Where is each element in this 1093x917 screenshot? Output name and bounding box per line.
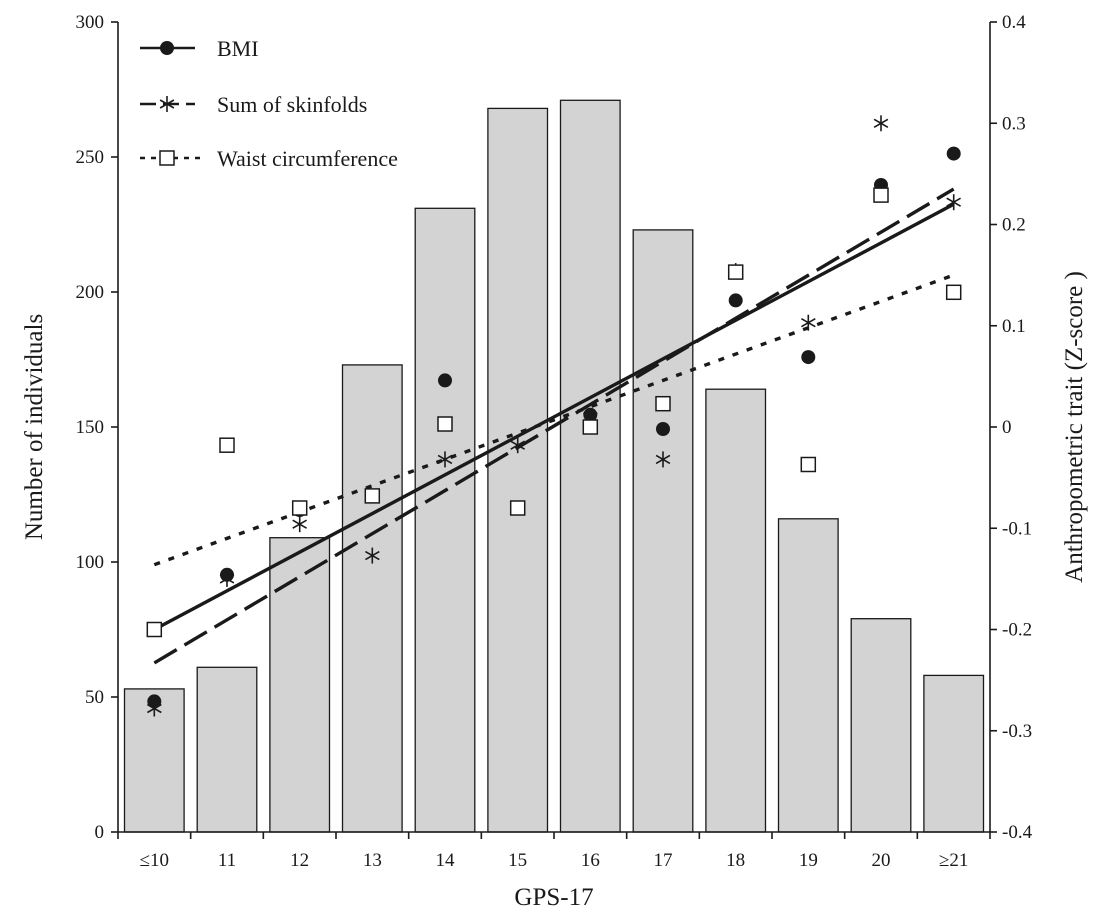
- trend-line: [153, 187, 955, 665]
- right-tick-label: 0.1: [1002, 316, 1026, 337]
- x-tick-label: 19: [799, 850, 818, 871]
- right-tick-label: 0.3: [1002, 113, 1026, 134]
- asterisk-marker: [655, 451, 671, 468]
- left-tick-label: 150: [76, 417, 105, 438]
- asterisk-marker: [946, 194, 961, 211]
- circle-marker: [946, 146, 961, 161]
- square-marker: [437, 416, 453, 432]
- legend-item-waist-circumference: Waist circumference: [140, 146, 398, 171]
- x-tick-label: ≤10: [140, 850, 169, 871]
- bar: [777, 518, 839, 833]
- circle-marker: [438, 373, 452, 388]
- left-axis-title: Number of individuals: [21, 314, 48, 540]
- legend-asterisk-marker: [159, 96, 175, 112]
- square-marker: [291, 500, 308, 516]
- bar: [559, 99, 621, 833]
- bar: [487, 107, 549, 833]
- x-tick-label: 20: [872, 850, 891, 871]
- right-tick-label: 0.2: [1002, 215, 1026, 236]
- bar: [923, 674, 985, 833]
- x-tick-label: 13: [363, 850, 382, 871]
- square-marker: [364, 488, 381, 504]
- square-marker: [582, 419, 599, 435]
- asterisk-marker: [219, 570, 235, 587]
- asterisk-marker: [873, 115, 889, 132]
- x-tick-label: 11: [218, 850, 236, 871]
- square-marker: [655, 395, 671, 412]
- right-tick-label: -0.1: [1002, 518, 1032, 539]
- asterisk-marker: [147, 700, 162, 717]
- x-tick-label: 18: [726, 850, 745, 871]
- square-marker: [146, 621, 163, 638]
- x-axis-title: GPS-17: [514, 884, 593, 911]
- markers-layer: [146, 115, 962, 717]
- asterisk-marker: [292, 516, 307, 533]
- legend-square-marker: [159, 150, 175, 166]
- legend: BMI Sum of skinfolds Waist circumference: [140, 36, 398, 171]
- square-marker: [219, 437, 235, 453]
- x-tick-label: 15: [508, 850, 527, 871]
- bar: [850, 618, 912, 833]
- x-tick-label: 14: [436, 850, 456, 871]
- square-marker: [509, 500, 526, 516]
- bar: [269, 537, 331, 833]
- asterisk-marker: [365, 547, 380, 564]
- x-tick-label: 17: [654, 850, 673, 871]
- bars-layer: [123, 99, 985, 833]
- asterisk-marker: [159, 96, 175, 112]
- left-tick-label: 50: [85, 687, 104, 708]
- circle-marker: [728, 293, 743, 308]
- legend-circle-marker: [160, 41, 174, 55]
- trend-line: [153, 202, 955, 632]
- trend-line: [153, 273, 955, 567]
- bar: [341, 364, 403, 833]
- left-tick-label: 250: [76, 147, 105, 168]
- right-tick-label: -0.2: [1002, 620, 1032, 641]
- square-marker: [945, 284, 962, 301]
- asterisk-marker: [801, 314, 816, 331]
- x-tick-label: ≥21: [939, 850, 968, 871]
- right-axis-title: Anthropometric trait (Z-score ): [1061, 271, 1088, 583]
- bar: [414, 207, 476, 833]
- asterisk-marker: [437, 451, 453, 468]
- legend-label-sum-of-skinfolds: Sum of skinfolds: [217, 92, 367, 117]
- right-tick-label: -0.3: [1002, 721, 1032, 742]
- legend-label-bmi: BMI: [217, 36, 259, 61]
- x-tick-label: 16: [581, 850, 600, 871]
- bar: [196, 666, 258, 833]
- ticks-layer: 0 50 100 150 200 250 300 -0.4 -0.3 -0.2 -0.1 0 0.1 0.…: [76, 12, 1033, 871]
- legend-item-bmi: BMI: [140, 36, 259, 61]
- right-tick-label: 0.4: [1002, 12, 1026, 33]
- right-tick-label: -0.4: [1002, 822, 1033, 843]
- legend-item-sum-of-skinfolds: Sum of skinfolds: [140, 92, 367, 117]
- x-tick-label: 12: [290, 850, 309, 871]
- left-tick-label: 300: [76, 12, 105, 33]
- circle-marker: [801, 350, 816, 365]
- bar: [705, 388, 767, 833]
- left-tick-label: 0: [95, 822, 105, 843]
- square-marker: [727, 264, 744, 280]
- circle-marker: [656, 422, 670, 436]
- legend-label-waist-circumference: Waist circumference: [217, 146, 398, 171]
- bar: [632, 229, 694, 833]
- asterisk-marker: [510, 437, 525, 454]
- left-tick-label: 200: [76, 282, 105, 303]
- square-marker: [800, 456, 817, 473]
- right-tick-label: 0: [1002, 417, 1012, 438]
- square-marker: [873, 187, 889, 203]
- left-tick-label: 100: [76, 552, 105, 573]
- trend-lines-layer: [153, 187, 955, 665]
